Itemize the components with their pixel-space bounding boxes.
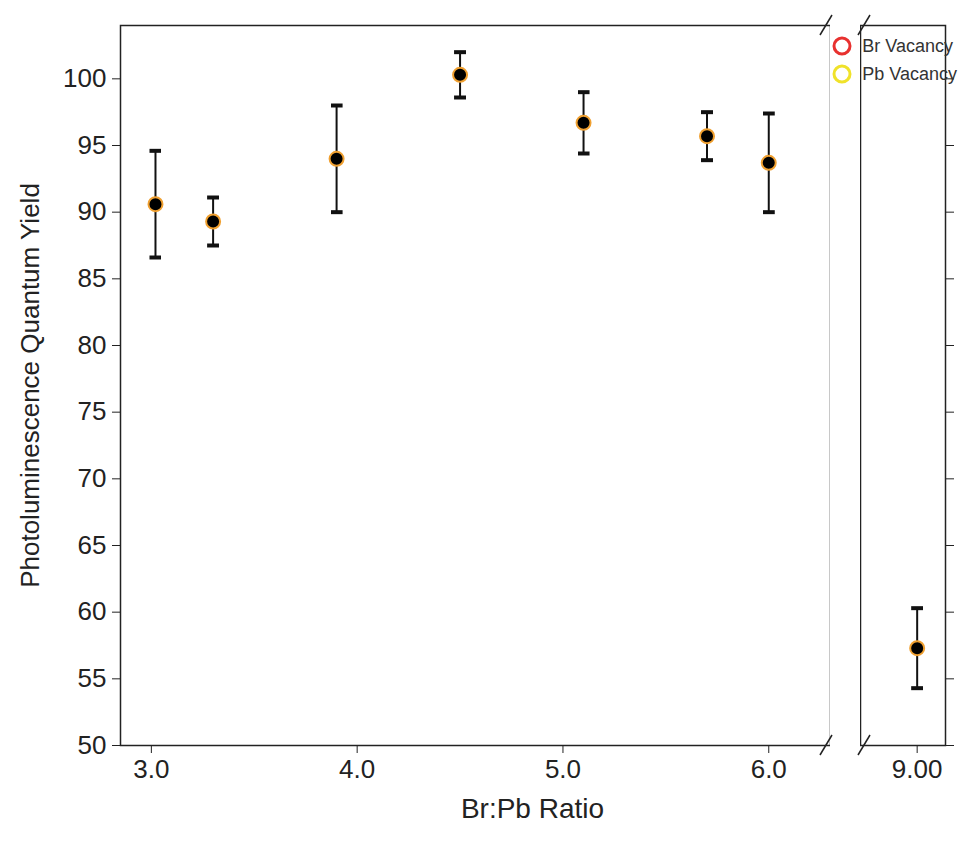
svg-text:50: 50 — [78, 730, 107, 760]
svg-text:85: 85 — [78, 263, 107, 293]
svg-text:60: 60 — [78, 596, 107, 626]
html-text:Br:Pb Ratio: Br:Pb Ratio — [460, 793, 605, 824]
svg-text:3.0: 3.0 — [133, 754, 169, 784]
html-text:Pb Vacancy: Pb Vacancy — [862, 63, 957, 84]
svg-text:90: 90 — [78, 196, 107, 226]
svg-text:75: 75 — [78, 396, 107, 426]
svg-text:4.0: 4.0 — [339, 754, 375, 784]
svg-text:70: 70 — [78, 463, 107, 493]
svg-text:80: 80 — [78, 330, 107, 360]
svg-text:Photoluminescence Quantum Yiel: Photoluminescence Quantum Yield — [15, 183, 45, 588]
svg-text:9.00: 9.00 — [892, 754, 943, 784]
svg-text:65: 65 — [78, 530, 107, 560]
svg-text:55: 55 — [78, 663, 107, 693]
svg-text:100: 100 — [63, 63, 106, 93]
svg-text:6.0: 6.0 — [751, 754, 787, 784]
html-text:Br Vacancy: Br Vacancy — [862, 35, 953, 56]
svg-text:95: 95 — [78, 130, 107, 160]
svg-text:5.0: 5.0 — [545, 754, 581, 784]
